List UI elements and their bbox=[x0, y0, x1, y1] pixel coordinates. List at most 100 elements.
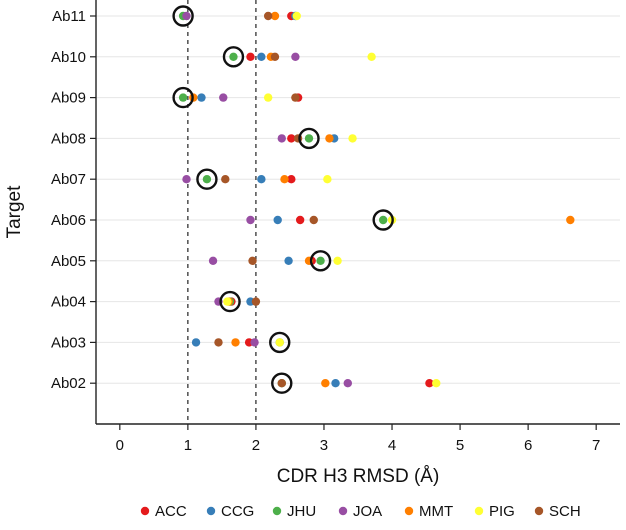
point-pig-ab10 bbox=[367, 52, 376, 61]
point-acc-ab07 bbox=[287, 175, 296, 184]
point-mmt-ab07 bbox=[280, 175, 289, 184]
legend: ACC CCG JHU JOA MMT PIG SCH bbox=[140, 503, 581, 520]
point-pig-ab05 bbox=[333, 256, 342, 265]
reference-lines bbox=[187, 0, 257, 424]
point-jhu-ab06 bbox=[378, 215, 388, 225]
point-jhu-ab10 bbox=[229, 52, 238, 61]
y-tick-label-ab02: Ab02 bbox=[51, 375, 86, 392]
point-sch-ab09 bbox=[291, 93, 300, 102]
point-sch-ab11 bbox=[263, 11, 273, 21]
x-axis-title: CDR H3 RMSD (Å) bbox=[277, 466, 440, 487]
highlight-ring-ab11 bbox=[172, 5, 194, 27]
legend-marker-ccg bbox=[206, 506, 216, 516]
legend-label-sch: SCH bbox=[549, 503, 581, 520]
point-pig-ab09 bbox=[263, 93, 273, 102]
point-pig-ab07 bbox=[323, 175, 332, 184]
y-tick-label-ab06: Ab06 bbox=[51, 212, 86, 229]
point-jhu-ab07 bbox=[202, 175, 212, 184]
point-ccg-ab07 bbox=[257, 175, 266, 184]
point-ccg-ab09 bbox=[197, 93, 206, 102]
x-tick-label-6: 6 bbox=[524, 437, 532, 454]
tick-labels: Ab11 Ab10 Ab09 Ab08 Ab07 Ab06 Ab05 Ab04 Ab03 Ab02… bbox=[51, 8, 600, 454]
legend-marker-jhu bbox=[272, 506, 282, 516]
highlight-ring-ab05 bbox=[309, 250, 332, 272]
legend-label-ccg: CCG bbox=[221, 503, 254, 520]
point-joa-ab02 bbox=[343, 379, 352, 388]
point-acc-ab10 bbox=[246, 52, 255, 61]
x-tick-label-5: 5 bbox=[456, 437, 464, 454]
y-tick-label-ab11: Ab11 bbox=[52, 8, 86, 25]
axes bbox=[90, 0, 620, 430]
point-pig-ab03 bbox=[275, 338, 284, 347]
point-joa-ab11 bbox=[182, 11, 191, 21]
point-pig-ab04 bbox=[223, 297, 232, 306]
point-ccg-ab06 bbox=[273, 215, 282, 225]
y-tick-label-ab03: Ab03 bbox=[51, 334, 86, 351]
point-joa-ab05 bbox=[208, 256, 218, 265]
y-tick-label-ab10: Ab10 bbox=[51, 49, 86, 66]
point-sch-ab07 bbox=[221, 175, 230, 184]
point-acc-ab08 bbox=[287, 134, 296, 143]
legend-marker-mmt bbox=[404, 506, 414, 516]
legend-marker-acc bbox=[140, 506, 150, 516]
point-ccg-ab03 bbox=[191, 338, 201, 347]
point-jhu-ab09 bbox=[178, 93, 188, 102]
point-joa-ab06 bbox=[246, 215, 255, 225]
legend-marker-joa bbox=[338, 506, 348, 516]
x-tick-label-2: 2 bbox=[252, 437, 260, 454]
point-joa-ab07 bbox=[182, 175, 191, 184]
point-ccg-ab02 bbox=[331, 379, 340, 388]
point-ccg-ab10 bbox=[257, 52, 266, 61]
highlight-ring-ab07 bbox=[196, 168, 218, 190]
point-joa-ab09 bbox=[219, 93, 228, 102]
y-tick-label-ab08: Ab08 bbox=[51, 130, 86, 147]
point-acc-ab06 bbox=[295, 215, 305, 225]
point-sch-ab02 bbox=[277, 379, 286, 388]
point-pig-ab11 bbox=[292, 11, 301, 21]
grid-layer bbox=[96, 15, 620, 384]
legend-label-mmt: MMT bbox=[419, 503, 453, 520]
point-jhu-ab05 bbox=[316, 256, 325, 265]
point-sch-ab10 bbox=[270, 52, 280, 61]
x-tick-label-4: 4 bbox=[388, 437, 396, 454]
point-joa-ab08 bbox=[277, 134, 286, 143]
legend-label-jhu: JHU bbox=[287, 503, 316, 520]
y-tick-label-ab09: Ab09 bbox=[51, 90, 86, 107]
point-mmt-ab03 bbox=[231, 338, 240, 347]
point-pig-ab08 bbox=[348, 134, 357, 143]
point-sch-ab04 bbox=[251, 297, 261, 306]
x-tick-label-1: 1 bbox=[184, 437, 192, 454]
y-tick-label-ab04: Ab04 bbox=[51, 294, 86, 311]
legend-label-acc: ACC bbox=[155, 503, 187, 520]
point-pig-ab02 bbox=[432, 379, 441, 388]
x-tick-label-0: 0 bbox=[116, 437, 124, 454]
y-tick-label-ab05: Ab05 bbox=[51, 253, 86, 270]
highlight-ring-ab08 bbox=[298, 127, 320, 150]
x-tick-label-7: 7 bbox=[592, 437, 600, 454]
y-axis-title: Target bbox=[4, 185, 25, 239]
legend-label-joa: JOA bbox=[353, 503, 382, 520]
point-sch-ab06 bbox=[309, 215, 318, 225]
highlight-ring-ab10 bbox=[222, 46, 245, 68]
highlight-rings bbox=[172, 5, 394, 394]
highlight-ring-ab03 bbox=[269, 331, 291, 354]
point-acc-ab02 bbox=[425, 379, 434, 388]
point-mmt-ab11 bbox=[270, 11, 280, 21]
point-ccg-ab05 bbox=[284, 256, 293, 265]
legend-label-pig: PIG bbox=[489, 503, 515, 520]
highlight-ring-ab09 bbox=[172, 86, 194, 109]
point-joa-ab10 bbox=[291, 52, 300, 61]
point-mmt-ab08 bbox=[325, 134, 334, 143]
data-points bbox=[178, 11, 575, 388]
highlight-ring-ab06 bbox=[372, 209, 394, 231]
legend-marker-pig bbox=[474, 506, 484, 516]
x-tick-label-3: 3 bbox=[320, 437, 328, 454]
point-joa-ab03 bbox=[250, 338, 259, 347]
point-sch-ab03 bbox=[214, 338, 223, 347]
point-jhu-ab08 bbox=[304, 134, 314, 143]
point-sch-ab05 bbox=[248, 256, 257, 265]
highlight-ring-ab04 bbox=[219, 290, 241, 313]
point-mmt-ab06 bbox=[566, 215, 575, 225]
point-mmt-ab02 bbox=[321, 379, 330, 388]
